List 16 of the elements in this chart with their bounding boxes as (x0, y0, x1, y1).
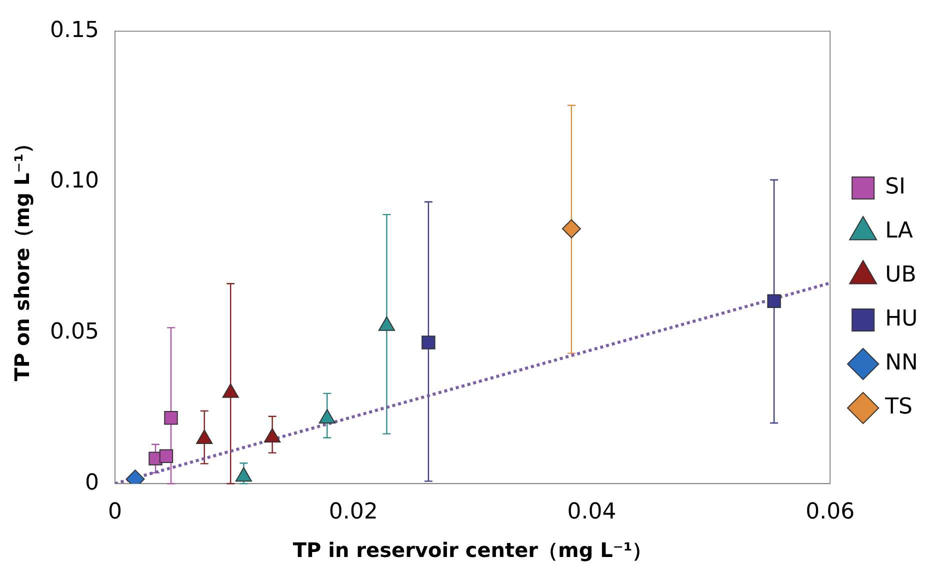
x-axis-title: TP in reservoir center（mg L⁻¹） (292, 538, 652, 562)
y-tick-label: 0.15 (50, 18, 99, 43)
y-tick-label: 0 (84, 470, 99, 496)
x-tick-label: 0 (108, 500, 122, 525)
legend-label: LA (885, 218, 913, 244)
legend-label: HU (885, 306, 918, 332)
y-axis-title: TP on shore（mg L⁻¹） (10, 134, 34, 382)
y-tick-label: 0.10 (50, 168, 99, 194)
x-tick-label: 0.04 (567, 500, 616, 525)
x-tick-label: 0.06 (806, 500, 855, 525)
legend-label: NN (885, 350, 918, 376)
x-tick-label: 0.02 (328, 500, 378, 525)
legend-label: UB (885, 262, 916, 288)
legend-label: SI (885, 174, 906, 200)
y-tick-label: 0.05 (50, 320, 99, 345)
legend-label: TS (884, 394, 912, 420)
